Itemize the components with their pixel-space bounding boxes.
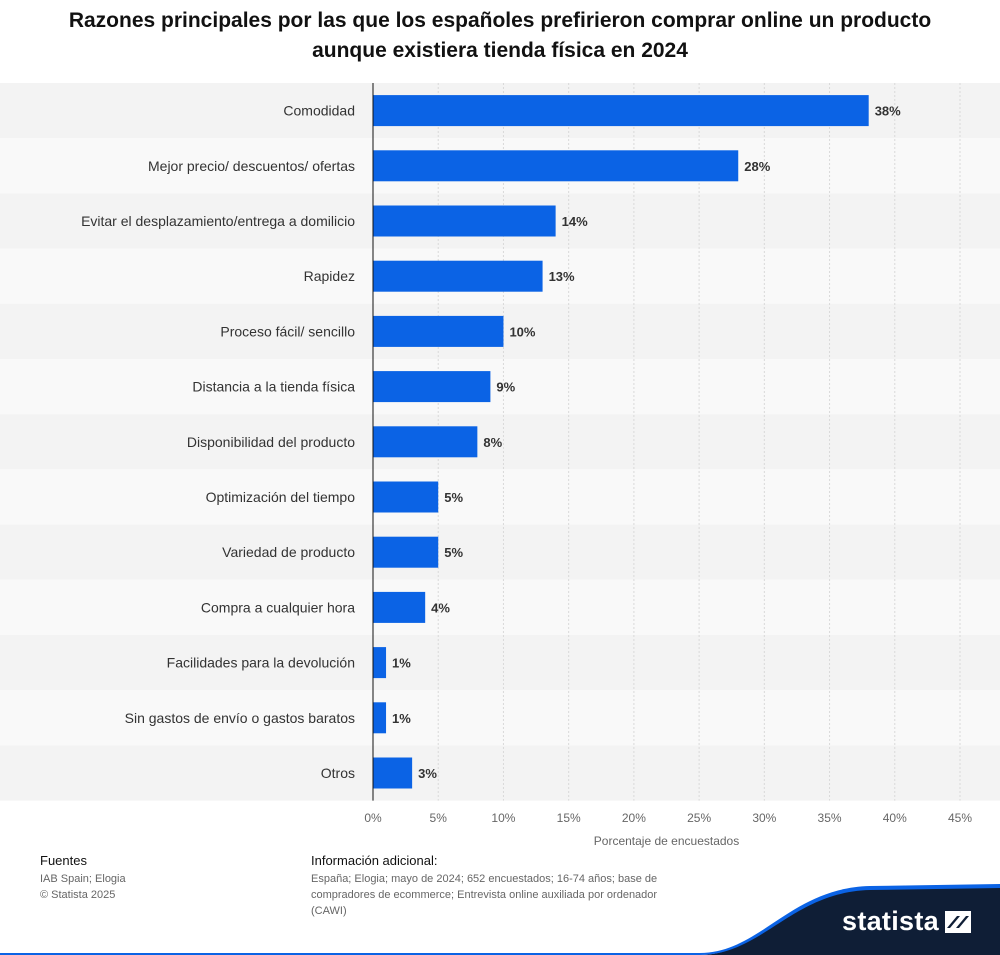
value-label: 38% [875, 104, 901, 119]
row-band [0, 690, 1000, 746]
category-label: Rapidez [304, 268, 355, 284]
logo-text: statista [842, 906, 939, 936]
bar [373, 702, 387, 734]
value-label: 8% [483, 435, 502, 450]
statista-logo-icon [944, 910, 971, 933]
copyright-line: © Statista 2025 [40, 889, 116, 901]
bar [373, 647, 387, 679]
value-label: 14% [562, 214, 588, 229]
category-label: Proceso fácil/ sencillo [220, 323, 355, 339]
category-label: Evitar el desplazamiento/entrega a domil… [81, 213, 355, 229]
bar [373, 315, 504, 347]
x-tick-label: 30% [752, 811, 776, 825]
category-label: Variedad de producto [222, 544, 355, 560]
row-band [0, 414, 1000, 470]
x-tick-label: 40% [883, 811, 907, 825]
x-tick-label: 10% [491, 811, 515, 825]
x-tick-label: 45% [948, 811, 972, 825]
value-label: 5% [444, 490, 463, 505]
row-band [0, 635, 1000, 691]
category-label: Sin gastos de envío o gastos baratos [125, 710, 355, 726]
bar [373, 150, 739, 182]
sources-heading: Fuentes [40, 853, 87, 868]
value-label: 5% [444, 545, 463, 560]
category-label: Optimización del tiempo [206, 489, 356, 505]
bar [373, 205, 556, 237]
x-tick-label: 25% [687, 811, 711, 825]
additional-info-line: España; Elogia; mayo de 2024; 652 encues… [311, 873, 658, 885]
category-label: Comodidad [283, 103, 355, 119]
category-label: Disponibilidad del producto [187, 434, 355, 450]
bar [373, 260, 543, 292]
row-band [0, 359, 1000, 415]
x-tick-label: 0% [364, 811, 382, 825]
additional-info-heading: Información adicional: [311, 853, 438, 868]
category-label: Facilidades para la devolución [167, 655, 355, 671]
value-label: 1% [392, 711, 411, 726]
row-band [0, 745, 1000, 801]
value-label: 10% [509, 324, 535, 339]
x-axis-title: Porcentaje de encuestados [594, 834, 739, 848]
row-band [0, 469, 1000, 525]
bar [373, 481, 439, 513]
sources-block: Fuentes IAB Spain; Elogia © Statista 202… [40, 853, 280, 903]
row-band [0, 579, 1000, 635]
x-tick-label: 5% [430, 811, 448, 825]
x-tick-label: 20% [622, 811, 646, 825]
additional-info-line: compradores de ecommerce; Entrevista onl… [311, 889, 658, 901]
bar [373, 536, 439, 568]
bar [373, 426, 478, 458]
chart-title: Razones principales por las que los espa… [68, 9, 932, 62]
category-label: Compra a cualquier hora [201, 599, 355, 615]
x-tick-label: 15% [557, 811, 581, 825]
bar [373, 591, 426, 623]
value-label: 4% [431, 600, 450, 615]
x-tick-label: 35% [818, 811, 842, 825]
value-label: 1% [392, 656, 411, 671]
category-label: Otros [321, 765, 355, 781]
sources-line: IAB Spain; Elogia [40, 873, 126, 885]
additional-info-line: (CAWI) [311, 905, 347, 917]
statista-logo[interactable]: statista [842, 906, 971, 937]
value-label: 3% [418, 766, 437, 781]
value-label: 9% [496, 380, 515, 395]
value-label: 28% [744, 159, 770, 174]
category-label: Distancia a la tienda física [192, 379, 355, 395]
brand-wave [0, 884, 1000, 955]
row-band [0, 524, 1000, 580]
value-label: 13% [549, 269, 575, 284]
additional-info-block: Información adicional: España; Elogia; m… [311, 853, 711, 919]
bar-chart: Comodidad 38% Mejor precio/ descuentos/ of… [0, 83, 1000, 848]
bar [373, 757, 413, 789]
bar [373, 95, 869, 127]
category-label: Mejor precio/ descuentos/ ofertas [148, 158, 355, 174]
bar [373, 371, 491, 403]
